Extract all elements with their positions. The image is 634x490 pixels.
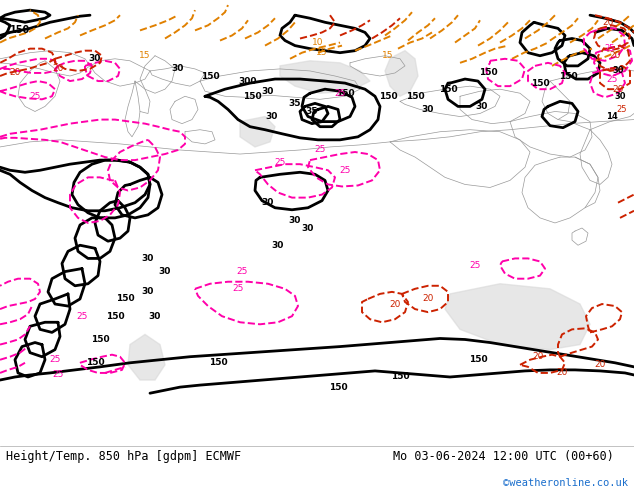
Text: 25: 25 [76,312,87,320]
Text: 150: 150 [243,92,261,101]
Text: 20: 20 [422,294,434,303]
Text: Height/Temp. 850 hPa [gdpm] ECMWF: Height/Temp. 850 hPa [gdpm] ECMWF [6,450,242,463]
Text: ©weatheronline.co.uk: ©weatheronline.co.uk [503,478,628,488]
Text: 30: 30 [149,312,161,320]
Text: 30: 30 [142,287,154,296]
Text: 30: 30 [476,102,488,111]
Text: 300: 300 [239,76,257,86]
Text: 25: 25 [605,44,615,53]
Polygon shape [280,61,370,93]
Text: 30: 30 [262,87,274,96]
Text: 25: 25 [232,284,243,294]
Text: Mo 03-06-2024 12:00 UTC (00+60): Mo 03-06-2024 12:00 UTC (00+60) [393,450,614,463]
Text: 20: 20 [533,352,544,361]
Text: 30: 30 [422,105,434,114]
Text: 15: 15 [382,51,394,60]
Text: 150: 150 [201,72,219,80]
Text: 150: 150 [86,358,105,368]
Text: 150: 150 [378,92,398,101]
Text: 25: 25 [606,74,618,84]
Text: 25: 25 [617,105,627,114]
Text: 150: 150 [406,92,424,101]
Text: 150: 150 [10,25,30,35]
Text: 30: 30 [289,217,301,225]
Text: 20: 20 [609,51,621,60]
Text: 20: 20 [594,360,605,369]
Text: 25: 25 [469,261,481,270]
Text: 10: 10 [313,38,324,47]
Text: 150: 150 [328,383,347,392]
Text: 150: 150 [391,372,410,382]
Text: 30: 30 [612,67,624,75]
Text: 25: 25 [275,158,286,167]
Text: 30: 30 [172,64,184,74]
Text: 150: 150 [209,358,228,368]
Text: 15: 15 [139,51,151,60]
Text: 150: 150 [559,72,578,80]
Text: 150: 150 [335,89,354,98]
Text: 150: 150 [479,69,497,77]
Text: 20: 20 [556,368,567,377]
Text: 20: 20 [53,64,63,74]
Polygon shape [445,284,590,350]
Text: 35: 35 [306,107,318,116]
Text: 30: 30 [266,112,278,121]
Text: 25: 25 [53,370,63,379]
Text: 150: 150 [91,335,109,344]
Polygon shape [240,117,275,147]
Text: 20: 20 [612,85,624,94]
Text: 14: 14 [606,112,618,121]
Text: 25: 25 [339,166,351,175]
Text: 15: 15 [316,48,328,57]
Text: 150: 150 [106,312,124,320]
Text: 25: 25 [334,89,346,98]
Text: 30: 30 [158,267,171,276]
Text: 20: 20 [389,299,401,309]
Text: 30: 30 [262,198,274,207]
Text: 150: 150 [439,85,457,94]
Text: 150: 150 [531,78,549,88]
Text: 25: 25 [236,267,248,276]
Text: 30: 30 [142,254,154,263]
Polygon shape [385,50,418,96]
Text: 30: 30 [272,241,284,250]
Text: 25: 25 [29,92,41,101]
Text: 20: 20 [602,18,614,27]
Polygon shape [128,334,165,380]
Text: 150: 150 [469,355,488,364]
Text: 20: 20 [10,69,21,77]
Text: 150: 150 [115,294,134,303]
Text: 30: 30 [89,54,101,63]
Text: 35: 35 [288,99,301,108]
Text: 25: 25 [314,146,326,154]
Text: 30: 30 [302,223,314,233]
Text: 30: 30 [614,92,626,101]
Text: 25: 25 [49,355,61,364]
